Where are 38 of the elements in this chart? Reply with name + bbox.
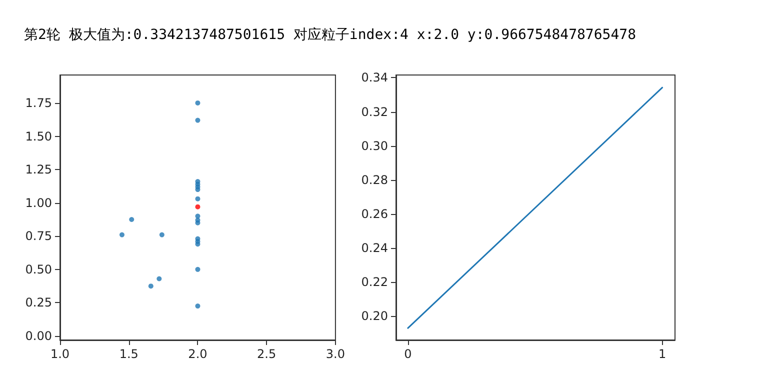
point [195,187,200,192]
x-tick-label: 1.0 [50,347,70,361]
y-tick-label: 0.28 [361,172,388,187]
point [195,220,200,226]
x-tick-label: 1.5 [119,347,138,361]
point [159,232,164,238]
point [195,196,200,202]
y-tick-label: 0.00 [25,329,52,344]
y-tick-label: 0.26 [361,206,388,221]
x-tick-label: 1 [658,347,666,361]
y-tick-label: 0.50 [25,262,52,276]
point [195,204,200,210]
x-tick-label: 2.0 [188,347,208,361]
x-tick-label: 0 [404,347,412,361]
y-tick-label: 0.30 [361,138,388,153]
y-tick-label: 1.25 [25,162,52,177]
y-tick-label: 0.20 [361,309,388,324]
y-tick-label: 0.32 [361,104,388,119]
point [195,242,200,247]
point [195,100,200,106]
y-tick-label: 1.50 [25,129,52,144]
y-tick-label: 0.75 [25,229,52,244]
y-tick-label: 0.22 [361,275,388,290]
point [129,216,134,222]
point [195,304,200,309]
point [156,276,162,282]
y-tick-label: 1.00 [25,196,52,210]
chart-title: 第2轮 极大值为:0.3342137487501615 对应粒子index:4 x:2.0 y:0.9667548478765478 [24,26,636,44]
point [195,118,200,123]
point [119,232,124,238]
y-tick-label: 0.25 [25,296,52,310]
y-tick-label: 0.24 [361,241,388,256]
point [148,284,154,289]
x-tick-label: 2.5 [257,347,276,361]
y-tick-label: 0.34 [361,70,388,85]
point [195,266,200,272]
y-tick-label: 1.75 [25,96,52,110]
x-tick-label: 3.0 [326,347,346,361]
